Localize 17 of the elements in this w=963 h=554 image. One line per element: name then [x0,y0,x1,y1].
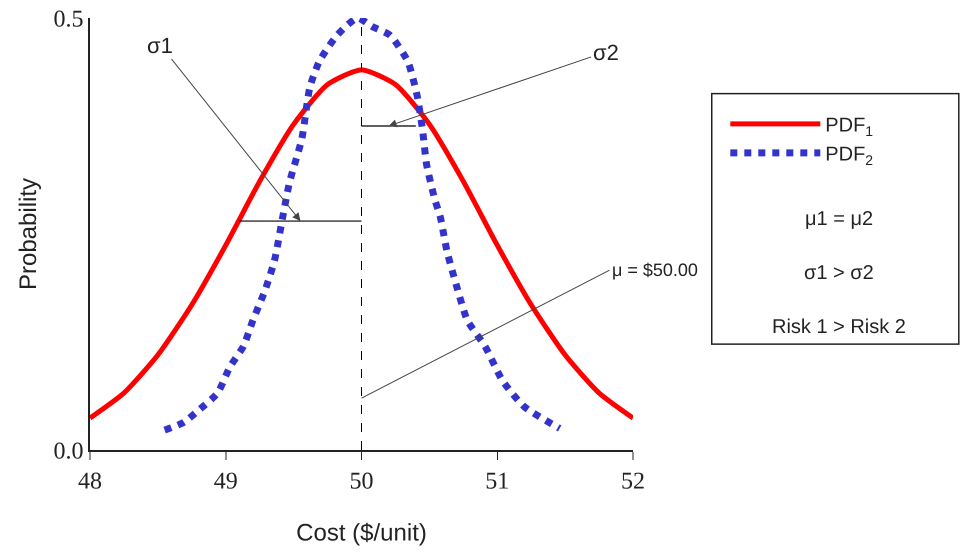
annotation: σ2 [593,40,619,65]
x-tick-label: 50 [350,468,374,495]
text: σ1 > σ2 [804,262,874,284]
annotation: σ1 [147,33,173,58]
x-tick-label: 51 [485,468,510,495]
text: Risk 1 > Risk 2 [772,316,906,338]
text: μ1 = μ2 [805,208,874,230]
y-tick-label: 0.5 [53,6,84,32]
x-tick-label: 48 [78,468,102,495]
legend-label: PDF$_{2}$ [825,144,874,168]
y-axis-title: Probability [15,178,42,290]
x-axis-title: Cost ($/unit) [296,519,427,546]
x-tick-label: 49 [214,468,238,495]
y-tick-label: 0.0 [53,438,84,464]
x-tick-label: 52 [621,468,645,495]
legend-label: PDF$_{1}$ [825,114,874,139]
ref-line-label: μ = $50.00 [612,260,698,280]
